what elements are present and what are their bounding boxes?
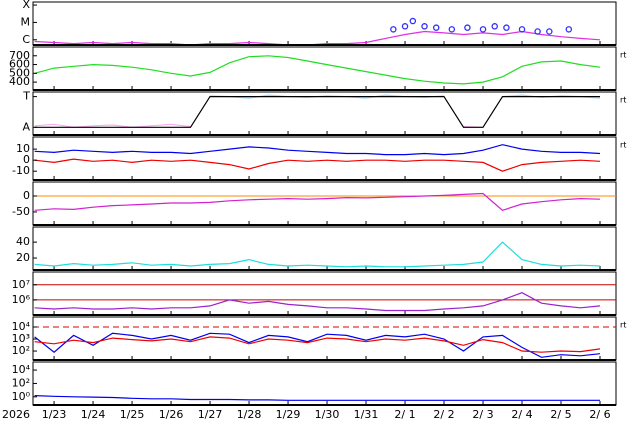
y-tick-label: M xyxy=(21,15,31,28)
flare-marker xyxy=(448,26,456,33)
y-tick-label: T xyxy=(22,90,30,103)
data-line xyxy=(34,192,601,211)
x-tick-label: 1/31 xyxy=(354,408,379,421)
y-tick-label: -50 xyxy=(12,205,30,218)
flare-marker xyxy=(479,26,487,33)
y-tick-label: 10⁴ xyxy=(12,363,31,376)
panel-frame xyxy=(32,136,617,181)
panel-frame xyxy=(32,91,617,136)
right-label: rt xyxy=(620,141,626,150)
x-tick-label: 2/ 1 xyxy=(394,408,415,421)
data-line xyxy=(34,144,601,156)
flare-marker xyxy=(401,23,409,30)
y-tick-label: 10² xyxy=(12,376,30,389)
x-tick-label: 2/ 5 xyxy=(550,408,571,421)
x-tick-label: 2/ 6 xyxy=(589,408,610,421)
x-tick-label: 1/24 xyxy=(81,408,106,421)
data-line xyxy=(34,96,600,128)
right-label: rt xyxy=(620,96,626,105)
y-tick-label: 10⁴ xyxy=(12,320,31,333)
data-line xyxy=(34,336,601,353)
flare-marker xyxy=(518,26,526,33)
y-tick-label: A xyxy=(22,120,30,133)
panel-frame xyxy=(32,1,617,46)
data-line xyxy=(34,395,600,401)
y-tick-label: C xyxy=(22,33,30,46)
data-line xyxy=(34,30,601,46)
flare-marker xyxy=(464,24,471,31)
flare-marker xyxy=(432,24,440,31)
y-tick-label: 10³ xyxy=(12,332,30,345)
y-tick-label: 500 xyxy=(9,66,30,79)
data-line xyxy=(34,55,601,85)
y-tick-label: X xyxy=(22,0,30,11)
x-tick-label: 1/27 xyxy=(198,408,223,421)
x-tick-label: 1/26 xyxy=(159,408,184,421)
y-tick-label: 0 xyxy=(23,189,30,202)
flare-marker xyxy=(421,23,428,30)
y-tick-label: 600 xyxy=(9,58,30,71)
flare-marker xyxy=(565,26,573,33)
y-tick-label: 700 xyxy=(9,49,30,62)
year-label: 2026 xyxy=(2,408,30,421)
x-tick-label: 2/ 3 xyxy=(472,408,493,421)
y-tick-label: 10 xyxy=(16,142,30,155)
x-tick-label: 2/ 4 xyxy=(511,408,532,421)
x-tick-label: 1/23 xyxy=(42,408,67,421)
y-tick-label: 400 xyxy=(9,75,30,88)
x-tick-label: 1/28 xyxy=(237,408,262,421)
flare-marker xyxy=(409,17,417,25)
right-label: rt xyxy=(620,321,626,330)
flare-marker xyxy=(546,28,553,35)
data-line xyxy=(34,292,601,312)
flare-marker xyxy=(503,24,510,31)
flare-marker xyxy=(534,28,541,35)
y-tick-label: 0 xyxy=(23,153,30,166)
x-tick-label: 1/29 xyxy=(276,408,301,421)
y-tick-label: -10 xyxy=(12,164,30,177)
right-label: rt xyxy=(620,51,626,60)
data-line xyxy=(34,332,601,358)
y-tick-label: 40 xyxy=(16,235,30,248)
x-tick-label: 1/25 xyxy=(120,408,145,421)
panel-frame xyxy=(32,361,617,406)
data-line xyxy=(34,158,601,172)
y-tick-label: 10² xyxy=(12,344,30,357)
x-tick-label: 1/30 xyxy=(315,408,340,421)
y-tick-label: 10⁰ xyxy=(12,390,31,403)
x-tick-label: 2/ 2 xyxy=(433,408,454,421)
data-line xyxy=(34,241,601,268)
flare-marker xyxy=(491,23,498,30)
y-tick-label: 10⁷ xyxy=(12,278,30,291)
panel-frame xyxy=(32,46,617,91)
y-tick-label: 20 xyxy=(16,251,30,264)
flare-marker xyxy=(390,26,397,33)
y-tick-label: 10⁶ xyxy=(12,293,31,306)
